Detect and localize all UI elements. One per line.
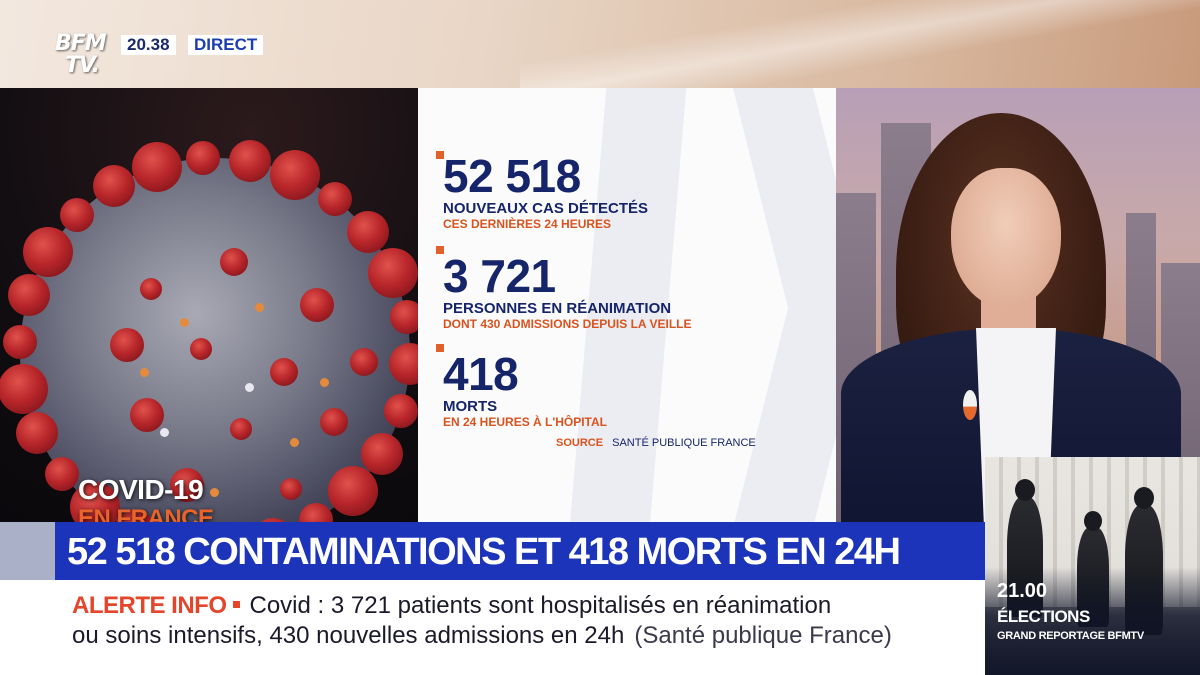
program-promo: 21.00 ÉLECTIONS GRAND REPORTAGE BFMTV: [985, 457, 1200, 675]
virus-spike: [328, 465, 379, 516]
virus-spike: [252, 518, 295, 523]
stat-label: NOUVEAUX CAS DÉTECTÉS: [443, 200, 649, 217]
virus-particle: [255, 303, 264, 312]
clock-badge: 20.38: [121, 35, 176, 55]
virus-spike: [114, 509, 157, 523]
ticker-source: (Santé publique France): [634, 622, 892, 649]
virus-spike: [320, 408, 348, 436]
stat-number: 3 721: [443, 250, 556, 302]
virus-spike: [7, 274, 50, 317]
stat-sublabel: EN 24 HEURES À L'HÔPITAL: [443, 415, 607, 429]
virus-spike: [190, 338, 212, 360]
promo-shade: [985, 567, 1200, 675]
virus-spike: [367, 247, 418, 298]
virus-spike: [44, 456, 79, 491]
virus-spike: [347, 211, 390, 254]
source-key: SOURCE: [556, 437, 604, 449]
stat-label: PERSONNES EN RÉANIMATION: [443, 300, 672, 317]
covid-title: COVID-19: [78, 474, 204, 505]
virus-particle: [210, 488, 219, 497]
stats-panel: 52 518 NOUVEAUX CAS DÉTECTÉS CES DERNIÈR…: [418, 88, 836, 523]
virus-spike: [228, 140, 271, 183]
logo-watermark: [570, 88, 836, 523]
stat-marker: [436, 246, 444, 254]
stat-intensive-care: 3 721 PERSONNES EN RÉANIMATION DONT 430 …: [436, 246, 692, 332]
ticker-line-1: ALERTE INFO Covid : 3 721 patients sont h…: [72, 592, 831, 620]
virus-spike: [110, 328, 144, 362]
virus-spike: [350, 348, 378, 376]
virus-spike: [269, 150, 320, 200]
studio-light-stripe: [520, 0, 1200, 90]
stat-number: 418: [443, 348, 519, 400]
virus-particle: [320, 378, 329, 387]
presenter-face: [951, 168, 1061, 308]
virus-spike: [317, 182, 352, 217]
virus-particle: [245, 383, 254, 392]
virus-spike: [22, 227, 73, 278]
virus-image-panel: COVID-19 EN FRANCE: [0, 88, 418, 523]
virus-particle: [160, 428, 169, 437]
virus-spike: [280, 478, 302, 500]
news-ticker: ALERTE INFO Covid : 3 721 patients sont h…: [0, 580, 985, 675]
virus-spike: [299, 502, 334, 523]
virus-spike: [170, 468, 204, 502]
logo-text-bottom: TV.: [65, 53, 100, 78]
virus-spike: [131, 141, 182, 192]
virus-spike: [361, 432, 404, 475]
feather-pin: [963, 390, 977, 420]
headline-band: 52 518 CONTAMINATIONS ET 418 MORTS EN 24…: [55, 522, 985, 580]
virus-particle: [290, 438, 299, 447]
source-line: SOURCE SANTÉ PUBLIQUE FRANCE: [556, 437, 756, 449]
virus-spike: [185, 141, 220, 176]
headline-band-edge: [0, 522, 55, 580]
stat-deaths: 418 MORTS EN 24 HEURES À L'HÔPITAL: [436, 344, 607, 430]
channel-logo: BFM TV.: [55, 33, 115, 83]
virus-spike: [16, 412, 59, 455]
virus-spike: [59, 198, 94, 233]
virus-particle: [140, 368, 149, 377]
virus-spike: [3, 324, 38, 359]
guard-head: [1084, 511, 1102, 531]
virus-spike: [130, 398, 164, 432]
promo-subtitle: GRAND REPORTAGE BFMTV: [997, 630, 1144, 642]
live-badge: DIRECT: [188, 35, 264, 55]
virus-spike: [0, 363, 49, 414]
covid-label: COVID-19 EN FRANCE: [78, 474, 214, 523]
promo-time: 21.00: [997, 580, 1048, 602]
stat-sublabel: DONT 430 ADMISSIONS DEPUIS LA VEILLE: [443, 317, 692, 331]
virus-particle: [180, 318, 189, 327]
virus-spike: [70, 481, 121, 523]
virus-spike: [230, 418, 252, 440]
ticker-text-1: Covid : 3 721 patients sont hospitalisés…: [249, 592, 832, 619]
logo-text-top: BFM: [55, 31, 107, 56]
ticker-line-2: ou soins intensifs, 430 nouvelles admiss…: [72, 622, 892, 650]
headline-text: 52 518 CONTAMINATIONS ET 418 MORTS EN 24…: [67, 531, 901, 573]
stat-label: MORTS: [443, 398, 498, 415]
virus-spike: [389, 300, 418, 335]
stat-marker: [436, 151, 444, 159]
stat-number: 52 518: [443, 150, 581, 202]
virus-spike: [270, 358, 298, 386]
stat-marker: [436, 344, 444, 352]
guard-head: [1015, 479, 1035, 501]
virus-spike: [300, 288, 334, 322]
virus-spike: [220, 248, 248, 276]
covid-subtitle: EN FRANCE: [78, 505, 214, 523]
source-value: SANTÉ PUBLIQUE FRANCE: [612, 437, 756, 449]
ticker-text-2: ou soins intensifs, 430 nouvelles admiss…: [72, 622, 625, 649]
virus-spike: [92, 165, 135, 208]
guard-head: [1134, 487, 1154, 509]
stat-new-cases: 52 518 NOUVEAUX CAS DÉTECTÉS CES DERNIÈR…: [436, 150, 649, 232]
stat-sublabel: CES DERNIÈRES 24 HEURES: [443, 217, 612, 231]
alert-separator-icon: [232, 601, 240, 609]
promo-title: ÉLECTIONS: [997, 607, 1090, 626]
alert-label: ALERTE INFO: [72, 592, 227, 619]
virus-spike: [140, 278, 162, 300]
virus-spike: [384, 393, 418, 428]
